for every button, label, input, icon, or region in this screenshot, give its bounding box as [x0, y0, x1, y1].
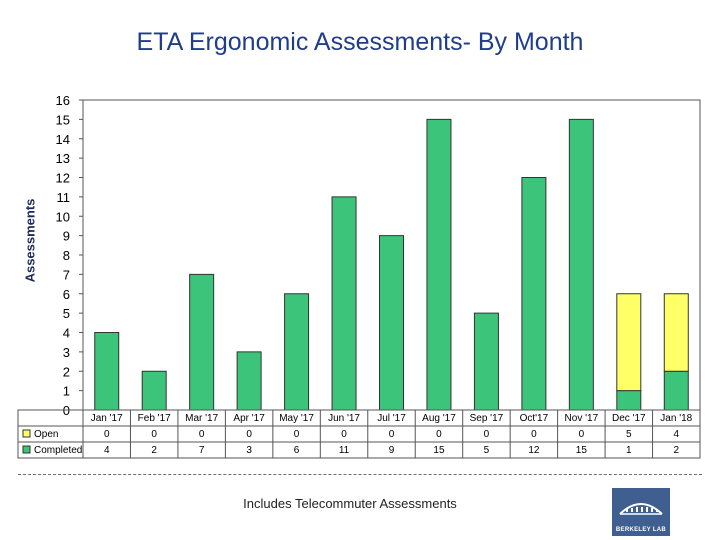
data-value-open: 0	[294, 429, 300, 440]
data-value-completed: 15	[576, 445, 588, 456]
y-tick-label: 4	[63, 326, 70, 341]
data-value-completed: 1	[626, 445, 632, 456]
bar-completed	[379, 235, 404, 411]
berkeley-lab-logo: BERKELEY LAB	[612, 488, 670, 536]
x-category-label: Dec '17	[612, 413, 646, 424]
lab-building-icon	[619, 503, 663, 515]
logo-text: BERKELEY LAB	[615, 527, 667, 533]
data-value-completed: 2	[151, 445, 157, 456]
data-value-completed: 6	[294, 445, 300, 456]
data-value-open: 0	[199, 429, 205, 440]
y-tick-label: 11	[57, 190, 71, 205]
x-category-label: May '17	[279, 413, 314, 424]
footnote: Includes Telecommuter Assessments	[243, 496, 457, 511]
bar-open	[616, 293, 642, 392]
y-tick-label: 5	[63, 306, 70, 321]
bar-completed	[426, 118, 452, 411]
x-category-label: Aug '17	[422, 413, 456, 424]
data-value-completed: 7	[199, 445, 205, 456]
x-category-label: Jan '18	[660, 413, 692, 424]
bar-completed	[521, 177, 547, 411]
y-tick-label: 13	[56, 151, 70, 166]
x-category-label: Jun '17	[328, 413, 360, 424]
x-category-label: Jul '17	[377, 413, 406, 424]
bar-completed	[568, 118, 594, 411]
data-value-open: 0	[341, 429, 347, 440]
y-tick-label: 6	[63, 287, 70, 302]
x-category-label: Oct'17	[520, 413, 549, 424]
data-value-open: 0	[104, 429, 110, 440]
data-value-open: 0	[531, 429, 537, 440]
bar-completed	[473, 312, 499, 411]
data-value-open: 0	[246, 429, 252, 440]
y-tick-label: 14	[56, 132, 70, 147]
y-tick-label: 9	[63, 229, 70, 244]
data-value-completed: 12	[528, 445, 540, 456]
data-value-completed: 4	[104, 445, 110, 456]
x-category-label: Sep '17	[470, 413, 504, 424]
data-value-completed: 5	[484, 445, 490, 456]
bar-open	[663, 293, 689, 372]
data-value-open: 0	[436, 429, 442, 440]
bar-completed	[189, 273, 215, 411]
legend-label-completed: Completed	[34, 445, 82, 456]
y-tick-label: 7	[63, 267, 70, 282]
y-tick-label: 15	[56, 112, 70, 127]
y-tick-label: 1	[63, 384, 70, 399]
legend-swatch-open	[22, 429, 31, 438]
x-category-label: Apr '17	[233, 413, 265, 424]
data-value-open: 4	[673, 429, 679, 440]
bar-completed	[141, 370, 167, 411]
chart-title: ETA Ergonomic Assessments- By Month	[136, 28, 584, 56]
data-value-completed: 15	[433, 445, 445, 456]
data-value-open: 5	[626, 429, 632, 440]
y-tick-label: 3	[63, 345, 70, 360]
legend-swatch-completed	[22, 445, 31, 454]
data-value-completed: 3	[246, 445, 252, 456]
bar-completed	[663, 370, 689, 411]
x-category-label: Mar '17	[185, 413, 218, 424]
y-tick-label: 12	[56, 171, 70, 186]
divider	[18, 474, 702, 475]
data-value-open: 0	[151, 429, 157, 440]
data-value-completed: 9	[389, 445, 395, 456]
x-category-label: Nov '17	[565, 413, 599, 424]
bar-completed	[236, 351, 262, 411]
bar-completed	[284, 293, 310, 411]
data-value-open: 0	[389, 429, 395, 440]
y-tick-label: 8	[63, 248, 70, 263]
data-value-open: 0	[579, 429, 585, 440]
bar-completed	[331, 196, 357, 411]
x-category-label: Jan '17	[91, 413, 123, 424]
data-value-completed: 2	[673, 445, 679, 456]
bar-completed	[616, 390, 642, 411]
data-value-completed: 11	[339, 445, 350, 456]
y-tick-label: 10	[56, 209, 70, 224]
y-tick-label: 16	[56, 93, 70, 108]
y-tick-label: 2	[63, 364, 70, 379]
data-value-open: 0	[484, 429, 490, 440]
bar-completed	[94, 332, 120, 411]
x-category-label: Feb '17	[138, 413, 171, 424]
legend-label-open: Open	[34, 429, 58, 440]
